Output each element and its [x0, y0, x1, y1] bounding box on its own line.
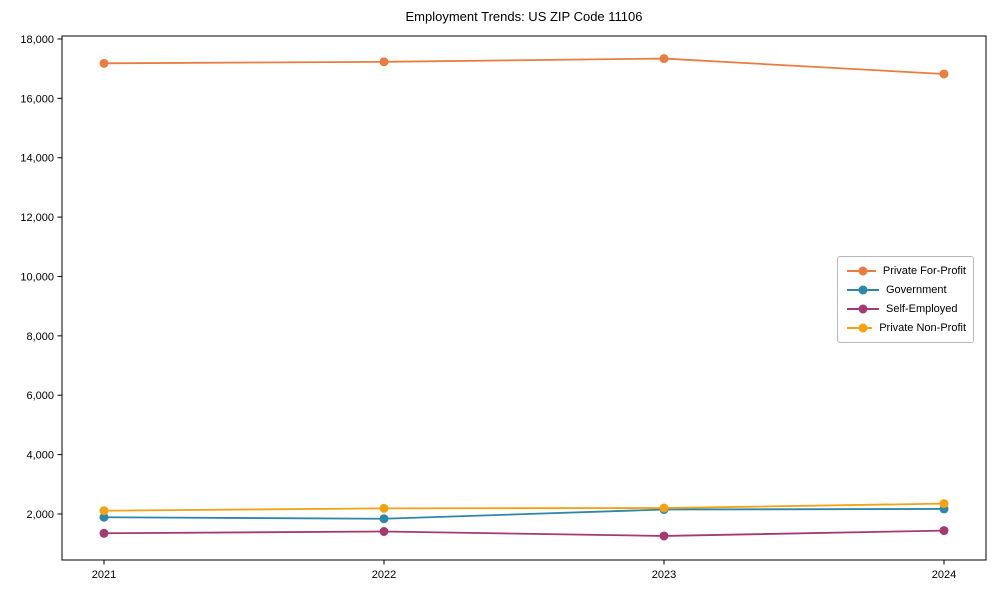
series-line-government	[103, 508, 945, 520]
series-line-self-employed	[103, 529, 945, 537]
data-point-government	[379, 514, 389, 524]
y-tick-label: 4,000	[26, 450, 54, 462]
legend-marker-icon	[847, 285, 879, 295]
y-tick-label: 14,000	[20, 153, 54, 165]
data-point-private-for-profit	[939, 69, 949, 79]
y-tick-label: 10,000	[20, 271, 54, 283]
legend-item-label: Self-Employed	[886, 303, 958, 316]
legend-marker-icon	[847, 304, 879, 314]
x-tick-label: 2022	[372, 569, 396, 581]
legend-marker-icon	[847, 266, 876, 276]
legend-marker-icon	[847, 323, 873, 333]
data-point-private-non-profit	[939, 499, 949, 509]
data-point-private-non-profit	[99, 506, 109, 516]
data-point-private-for-profit	[379, 57, 389, 67]
x-tick-label: 2021	[92, 569, 116, 581]
y-tick-label: 6,000	[26, 390, 54, 402]
legend-item: Self-Employed	[847, 300, 966, 319]
legend-item-label: Government	[886, 283, 947, 296]
data-point-private-non-profit	[659, 503, 669, 513]
x-tick-label: 2024	[932, 569, 956, 581]
legend-item: Private For-Profit	[847, 261, 966, 280]
data-point-self-employed	[99, 528, 109, 538]
data-point-self-employed	[659, 531, 669, 541]
legend-item-label: Private For-Profit	[882, 264, 966, 277]
series-line-private-for-profit	[103, 57, 945, 75]
legend: Private For-Profit Government Self-Employe…	[837, 256, 974, 343]
data-point-private-non-profit	[379, 503, 389, 513]
data-point-self-employed	[939, 526, 949, 536]
data-point-private-for-profit	[99, 58, 109, 68]
y-tick-label: 18,000	[20, 34, 54, 46]
data-point-private-for-profit	[659, 54, 669, 64]
plot-area-frame	[61, 35, 987, 561]
data-point-government	[99, 512, 109, 522]
chart-title: Employment Trends: US ZIP Code 11106	[405, 9, 643, 24]
x-tick-label: 2023	[652, 569, 676, 581]
legend-item-label: Private Non-Profit	[879, 322, 966, 335]
y-tick-label: 16,000	[20, 93, 54, 105]
series-line-private-non-profit	[103, 502, 945, 512]
legend-item: Government	[847, 280, 966, 299]
y-tick-label: 8,000	[26, 331, 54, 343]
legend-item: Private Non-Profit	[847, 319, 966, 338]
y-tick-label: 12,000	[20, 212, 54, 224]
y-tick-label: 2,000	[26, 509, 54, 521]
data-point-self-employed	[379, 526, 389, 536]
